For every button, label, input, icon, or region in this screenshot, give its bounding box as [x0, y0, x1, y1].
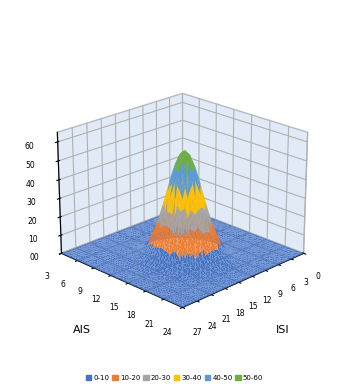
- Legend: 0-10, 10-20, 20-30, 30-40, 40-50, 50-60: 0-10, 10-20, 20-30, 30-40, 40-50, 50-60: [83, 372, 266, 384]
- Y-axis label: AIS: AIS: [73, 325, 91, 335]
- X-axis label: ISI: ISI: [276, 325, 290, 335]
